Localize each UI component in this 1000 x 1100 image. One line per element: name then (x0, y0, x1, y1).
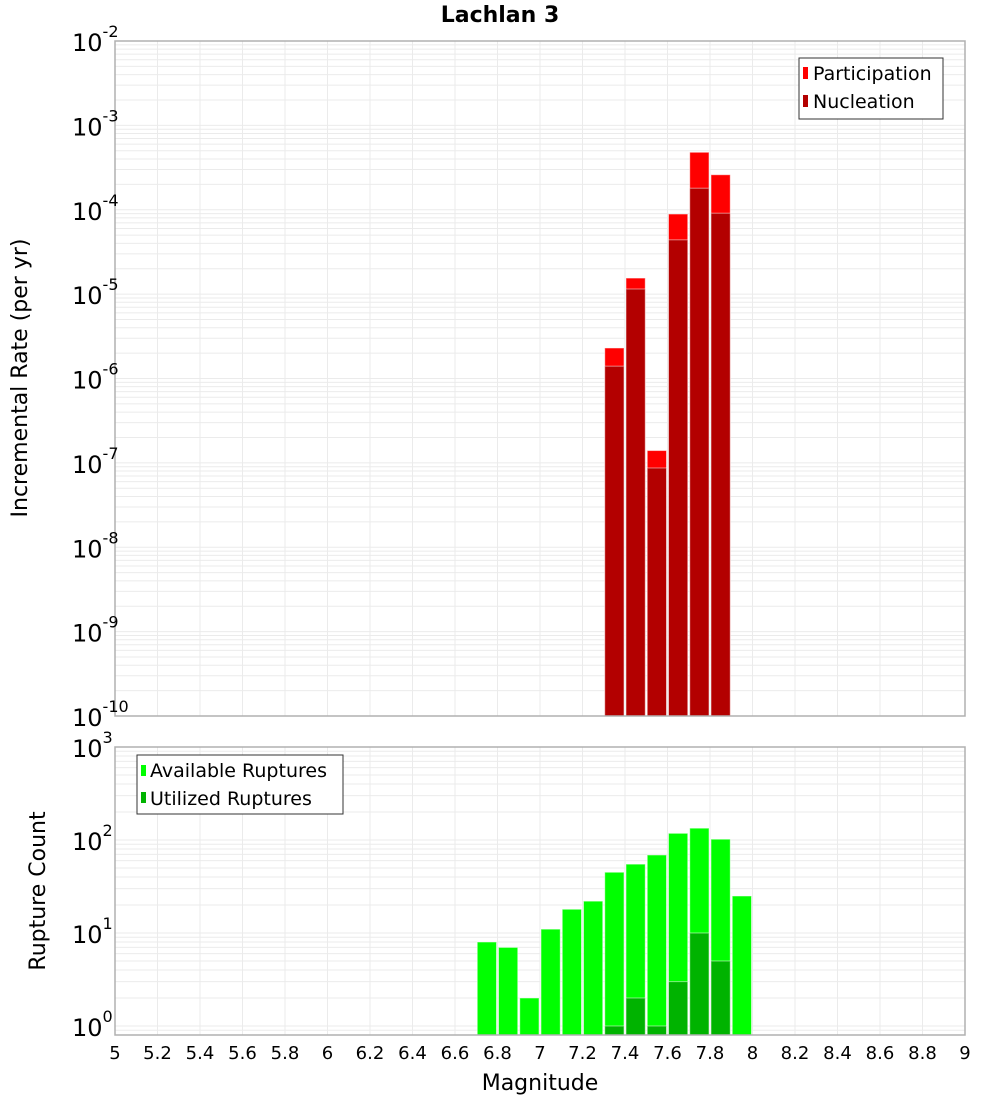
y-tick-label: 10-9 (72, 613, 119, 648)
bar-nucleation (710, 212, 731, 717)
legend-swatch-utilized (141, 792, 146, 803)
bottom-legend: Available Ruptures Utilized Ruptures (136, 754, 344, 815)
y-tick-label: 10-7 (72, 444, 119, 479)
y-tick-label: 100 (72, 1007, 113, 1042)
x-tick-label: 6.8 (483, 1043, 512, 1064)
x-tick-label: 6.2 (356, 1043, 385, 1064)
bar-available-ruptures (519, 997, 540, 1036)
bar-available-ruptures (646, 854, 667, 1036)
bar-available-ruptures (476, 941, 497, 1036)
bar-nucleation (689, 187, 710, 717)
legend-label-utilized: Utilized Ruptures (150, 788, 312, 810)
bar-utilized-ruptures (710, 960, 731, 1036)
bar-utilized-ruptures (689, 932, 710, 1036)
x-tick-label: 5 (109, 1043, 120, 1064)
plot-frame (114, 746, 966, 1036)
x-tick-label: 5.2 (143, 1043, 172, 1064)
plot-frame (114, 40, 966, 717)
x-tick-label: 8.4 (823, 1043, 852, 1064)
top-plot-area: 10-2 10-3 10-4 10-5 10-6 10-7 10-8 10-9 10-10 (72, 22, 966, 732)
top-y-axis-label: Incremental Rate (per yr) (8, 239, 33, 518)
x-tick-label: 5.6 (228, 1043, 257, 1064)
x-tick-label: 8.8 (908, 1043, 937, 1064)
legend-label-available: Available Ruptures (150, 760, 327, 782)
bar-available-ruptures (561, 908, 582, 1036)
bar-nucleation (604, 365, 625, 717)
top-legend: Participation Nucleation (798, 57, 944, 120)
x-tick-label: 6.4 (398, 1043, 427, 1064)
y-tick-label: 10-2 (72, 22, 119, 57)
y-tick-label: 10-4 (72, 191, 119, 226)
y-tick-label: 10-5 (72, 275, 119, 310)
x-tick-label: 5.8 (271, 1043, 300, 1064)
x-tick-label: 8.2 (781, 1043, 810, 1064)
bar-nucleation (625, 288, 646, 717)
bar-utilized-ruptures (668, 981, 689, 1036)
bar-available-ruptures (498, 946, 519, 1036)
x-tick-label: 5.4 (186, 1043, 215, 1064)
bar-utilized-ruptures (604, 1025, 625, 1036)
bar-available-ruptures (540, 928, 561, 1036)
bar-utilized-ruptures (646, 1025, 667, 1036)
legend-swatch-participation (803, 67, 808, 79)
bar-available-ruptures (731, 895, 752, 1036)
x-tick-label: 7.8 (696, 1043, 725, 1064)
x-tick-label: 8.6 (866, 1043, 895, 1064)
y-tick-label: 10-10 (72, 697, 129, 732)
bar-nucleation (646, 467, 667, 717)
x-tick-label: 8 (747, 1043, 758, 1064)
bar-available-ruptures (583, 900, 604, 1036)
legend-label-nucleation: Nucleation (813, 91, 915, 113)
x-tick-label: 7.6 (653, 1043, 682, 1064)
x-tick-label: 6 (322, 1043, 333, 1064)
legend-label-participation: Participation (813, 63, 932, 85)
bottom-y-axis-label: Rupture Count (26, 811, 51, 971)
bar-utilized-ruptures (625, 997, 646, 1036)
y-tick-label: 10-8 (72, 528, 119, 563)
x-axis-label: Magnitude (482, 1071, 599, 1096)
bar-nucleation (668, 239, 689, 717)
legend-swatch-nucleation (803, 95, 808, 107)
x-tick-label: 6.6 (441, 1043, 470, 1064)
y-tick-label: 10-6 (72, 360, 119, 395)
chart-title: Lachlan 3 (441, 3, 560, 28)
x-tick-label: 7 (534, 1043, 545, 1064)
bar-available-ruptures (604, 871, 625, 1036)
y-tick-label: 10-3 (72, 106, 119, 141)
y-tick-label: 103 (72, 728, 113, 763)
x-tick-label: 7.2 (568, 1043, 597, 1064)
y-tick-label: 102 (72, 821, 113, 856)
y-tick-label: 101 (72, 914, 113, 949)
legend-swatch-available (141, 765, 146, 776)
x-tick-label: 7.4 (611, 1043, 640, 1064)
x-tick-label: 9 (959, 1043, 970, 1064)
